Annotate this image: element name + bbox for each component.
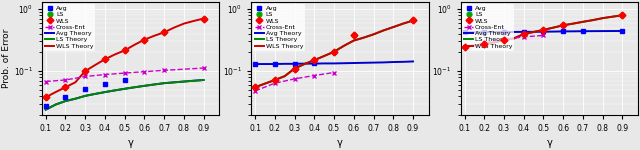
- Y-axis label: Prob. of Error: Prob. of Error: [2, 28, 11, 88]
- X-axis label: γ: γ: [337, 138, 343, 148]
- Legend: Avg, LS, WLS, Cross-Ent, Avg Theory, LS Theory, WLS Theory: Avg, LS, WLS, Cross-Ent, Avg Theory, LS …: [44, 4, 95, 51]
- Legend: Avg, LS, WLS, Cross-Ent, Avg Theory, LS Theory, WLS Theory: Avg, LS, WLS, Cross-Ent, Avg Theory, LS …: [463, 4, 515, 51]
- Legend: Avg, LS, WLS, Cross-Ent, Avg Theory, LS Theory, WLS Theory: Avg, LS, WLS, Cross-Ent, Avg Theory, LS …: [253, 4, 305, 51]
- X-axis label: γ: γ: [127, 138, 134, 148]
- X-axis label: γ: γ: [547, 138, 552, 148]
